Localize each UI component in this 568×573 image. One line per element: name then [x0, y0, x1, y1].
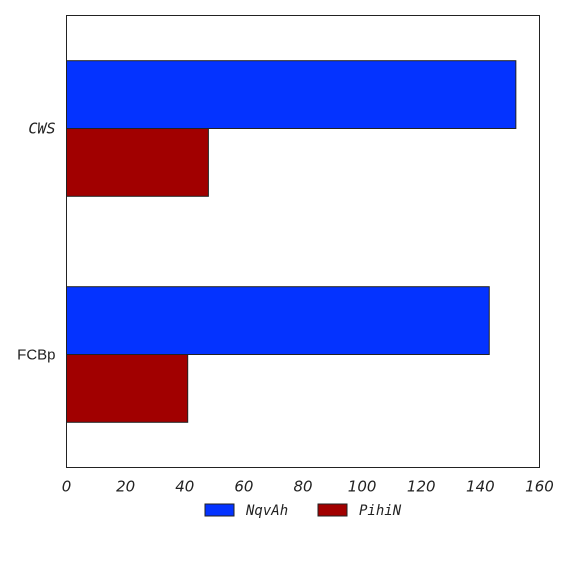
bars-layer — [66, 60, 517, 423]
x-tick-label: 40 — [175, 478, 194, 496]
bar-cws-pihin — [66, 128, 209, 197]
category-label-cws: CWS — [28, 120, 55, 138]
legend-swatch-pihin — [317, 503, 348, 517]
legend-label-nqvah: NqvAh — [245, 503, 288, 519]
legend: NqvAh PihiN — [204, 503, 402, 519]
x-tick-label: 0 — [62, 478, 72, 496]
legend-swatch-nqvah — [204, 503, 235, 517]
x-tick-label: 120 — [407, 478, 436, 496]
bar-fcbp-nqvah — [66, 286, 490, 356]
legend-label-pihin: PihiN — [359, 503, 402, 519]
bar-fcbp-pihin — [66, 354, 189, 423]
x-tick-label: 160 — [525, 478, 554, 496]
y-axis-categories: CWS FCBp — [17, 120, 55, 364]
x-tick-label: 80 — [293, 478, 312, 496]
x-axis-ticks: 0 20 40 60 80 100 120 140 160 — [62, 478, 554, 496]
bar-cws-nqvah — [66, 60, 517, 130]
x-tick-label: 140 — [466, 478, 495, 496]
x-tick-label: 20 — [116, 478, 135, 496]
x-tick-label: 100 — [348, 478, 377, 496]
category-label-fcbp: FCBp — [17, 347, 55, 364]
x-tick-label: 60 — [234, 478, 253, 496]
